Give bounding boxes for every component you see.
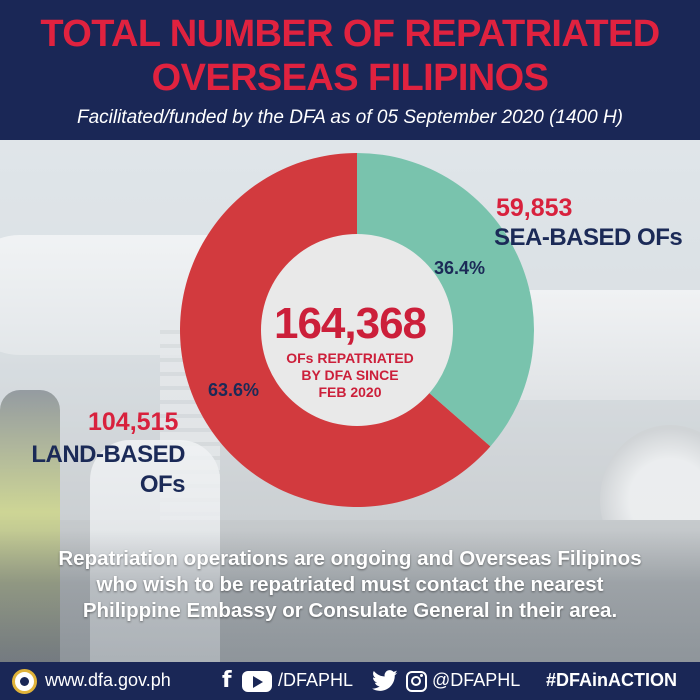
ppe-figure-image [90,440,220,662]
website-link[interactable]: www.dfa.gov.ph [45,670,171,690]
twitter-instagram-handle[interactable]: @DFAPHL [432,670,521,690]
land-value-label: 104,515 [88,408,179,436]
total-caption-line-1: OFs REPATRIATED [286,350,414,366]
total-caption: OFs REPATRIATED BY DFA SINCE FEB 2020 [250,350,450,401]
background-photo [0,140,700,662]
page-title: TOTAL NUMBER OF REPATRIATED OVERSEAS FIL… [0,12,700,100]
land-category-line-2: OFs [139,471,186,498]
sea-percent-label: 36.4% [434,258,486,278]
sea-category-label: SEA-BASED OFs [494,224,683,251]
footer-bar: www.dfa.gov.ph f /DFAPHL @DFAPHL #DFAinA… [0,662,700,700]
donut-center [261,234,453,426]
instagram-icon[interactable] [406,671,427,692]
hashtag-label: #DFAinACTION [546,670,678,690]
worker-figure-image [0,390,60,662]
title-line-1: TOTAL NUMBER OF REPATRIATED [40,13,660,55]
land-percent-label: 63.6% [208,380,260,400]
land-category-label: LAND-BASED OFs [10,440,185,500]
facebook-youtube-handle[interactable]: /DFAPHL [278,670,354,690]
twitter-icon[interactable] [372,670,398,692]
total-value: 164,368 [273,299,427,348]
header-banner: TOTAL NUMBER OF REPATRIATED OVERSEAS FIL… [0,0,700,140]
title-line-2: OVERSEAS FILIPINOS [151,57,549,99]
note-line-1: Repatriation operations are ongoing and … [58,547,642,570]
advisory-note: Repatriation operations are ongoing and … [8,546,692,624]
total-caption-line-3: FEB 2020 [318,384,382,400]
youtube-icon[interactable] [242,671,272,692]
land-category-line-1: LAND-BASED [31,441,185,468]
dfa-seal-icon [12,669,37,694]
note-backdrop [0,530,700,662]
page-subtitle: Facilitated/funded by the DFA as of 05 S… [76,107,624,128]
facebook-icon[interactable]: f [222,668,232,693]
total-caption-line-2: BY DFA SINCE [301,367,399,383]
sea-value-label: 59,853 [496,194,573,222]
note-line-2: who wish to be repatriated must contact … [96,573,604,596]
note-line-3: Philippine Embassy or Consulate General … [82,599,618,622]
